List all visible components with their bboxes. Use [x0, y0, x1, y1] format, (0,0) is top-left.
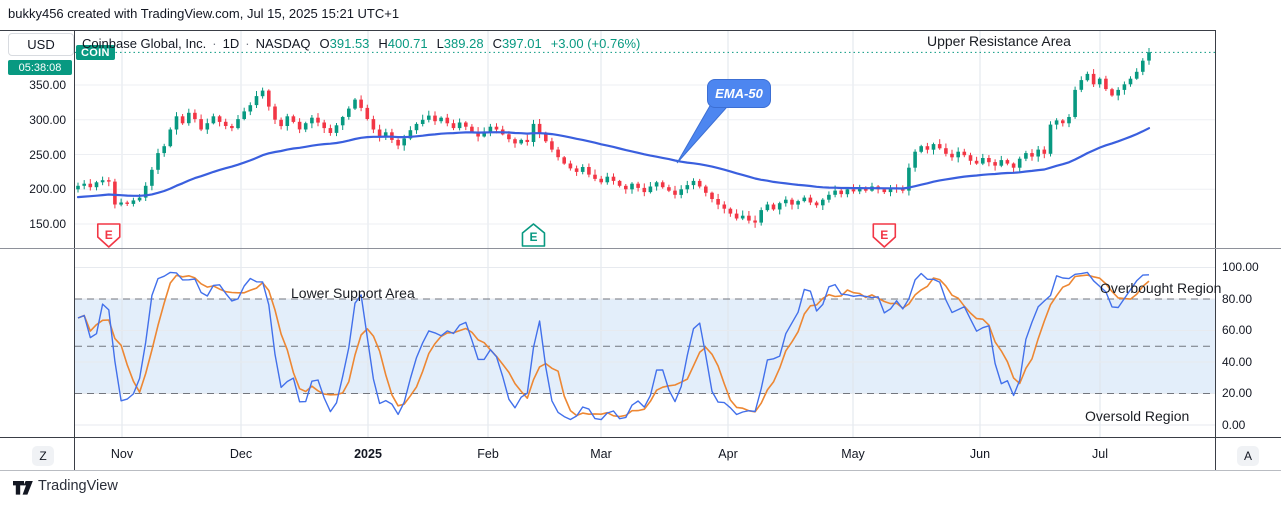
open-value: 391.53	[329, 36, 370, 51]
low-value: 389.28	[443, 36, 484, 51]
tradingview-brand-text[interactable]: TradingView	[38, 478, 118, 494]
oversold-region-annotation[interactable]: Oversold Region	[1085, 408, 1190, 424]
high-value: 400.71	[387, 36, 428, 51]
upper-resistance-annotation[interactable]: Upper Resistance Area	[927, 33, 1071, 49]
legend-separator: ·	[245, 36, 250, 51]
stoch-d-line	[77, 274, 1150, 418]
price-axis-label: 200.00	[29, 182, 66, 196]
time-axis-label: Apr	[718, 447, 738, 461]
earnings-marker: E	[96, 223, 121, 248]
stoch-k-line	[77, 271, 1150, 421]
currency-toggle-button[interactable]: USD	[8, 33, 74, 56]
symbol-title[interactable]: Coinbase Global, Inc.	[82, 36, 207, 51]
svg-text:E: E	[105, 228, 113, 242]
interval-label[interactable]: 1D	[222, 36, 240, 51]
price-axis-label: 250.00	[29, 148, 66, 162]
bar-countdown-timer: 05:38:08	[8, 60, 72, 75]
osc-axis-label: 0.00	[1222, 418, 1246, 432]
time-axis-label: Feb	[477, 447, 499, 461]
change-value: +3.00 (+0.76%)	[550, 36, 641, 51]
time-axis-label: Jun	[969, 447, 991, 461]
price-axis-label: 150.00	[29, 217, 66, 231]
legend-separator: ·	[212, 36, 217, 51]
close-label: C	[492, 36, 502, 51]
ema-line	[76, 127, 1151, 199]
price-axis-label: 350.00	[29, 78, 66, 92]
osc-axis-label: 80.00	[1222, 292, 1253, 306]
osc-axis-label: 100.00	[1222, 260, 1259, 274]
svg-text:E: E	[880, 228, 888, 242]
osc-axis-label: 40.00	[1222, 355, 1253, 369]
low-label: L	[436, 36, 444, 51]
time-axis-label: Jul	[1092, 447, 1108, 461]
earnings-marker: E	[872, 223, 897, 248]
ema-50-callout[interactable]: EMA-50	[707, 79, 771, 108]
svg-text:E: E	[529, 230, 537, 244]
tradingview-logo-icon[interactable]	[12, 480, 34, 496]
osc-axis-label: 60.00	[1222, 323, 1253, 337]
price-axis-label: 300.00	[29, 113, 66, 127]
timezone-button[interactable]: Z	[32, 446, 54, 466]
overbought-region-annotation[interactable]: Overbought Region	[1100, 280, 1222, 296]
lower-support-annotation[interactable]: Lower Support Area	[291, 285, 415, 301]
exchange-label: NASDAQ	[255, 36, 311, 51]
attribution-text: bukky456 created with TradingView.com, J…	[8, 6, 400, 21]
open-label: O	[319, 36, 330, 51]
time-axis-label: Nov	[110, 447, 134, 461]
symbol-legend: Coinbase Global, Inc. · 1D · NASDAQ O391…	[82, 36, 640, 51]
candles-layer	[76, 48, 1151, 228]
high-label: H	[378, 36, 388, 51]
time-axis-label: Dec	[229, 447, 253, 461]
time-axis-label: 2025	[354, 447, 382, 461]
time-axis-label: Mar	[590, 447, 612, 461]
auto-scale-button[interactable]: A	[1237, 446, 1259, 466]
close-value: 397.01	[501, 36, 542, 51]
symbol-price-line-badge: COIN	[76, 45, 115, 60]
time-axis-label: May	[841, 447, 865, 461]
earnings-marker: E	[521, 223, 546, 247]
osc-axis-label: 20.00	[1222, 386, 1253, 400]
